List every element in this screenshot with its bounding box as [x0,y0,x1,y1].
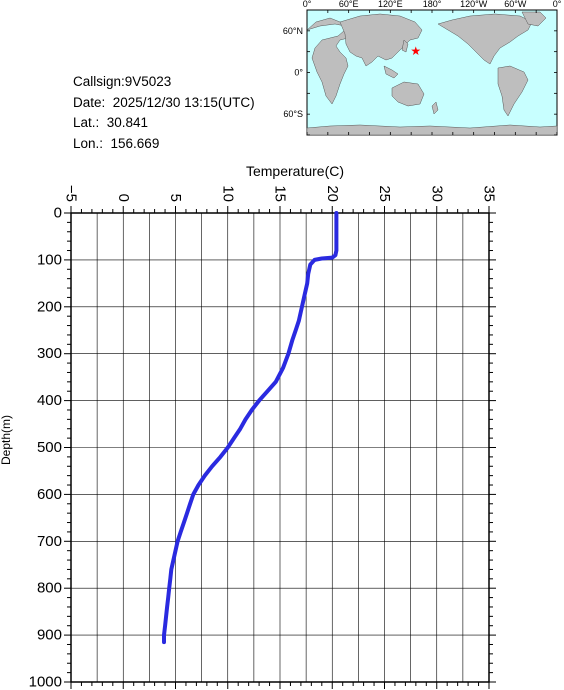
y-tick-label: 0 [54,205,62,222]
land-greenland [521,11,547,27]
map-lat-label: 60°S [283,109,303,119]
longitude-text: Lon.: 156.669 [73,135,160,151]
chart-grid [71,213,489,682]
map-lon-label: 120°E [378,0,403,9]
x-tick-label: 35 [481,185,498,202]
land-north-america [437,13,533,65]
x-tick-label: 15 [272,185,289,202]
map-lon-label: 180° [423,0,442,9]
y-tick-label: 800 [37,580,62,597]
x-tick-label: −5 [63,185,80,202]
x-tick-label: 0 [115,194,132,202]
x-tick-label: 5 [167,194,184,202]
world-map: 0° 60°E 120°E 180° 120°W 60°W 0° 60°N 0° 60°S ★ [283,0,562,136]
y-tick-label: 200 [37,298,62,315]
map-land [306,11,558,136]
land-new-zealand [431,101,439,115]
land-south-america [497,65,529,117]
y-axis-ticks: 0 100 200 300 400 500 600 700 800 900 1000 [29,205,62,690]
map-lon-label: 60°E [339,0,359,9]
land-japan [401,39,409,53]
station-info: Callsign:9V5023 Date: 2025/12/30 13:15(U… [73,72,255,154]
y-tick-label: 300 [37,345,62,362]
y-tick-label: 600 [37,486,62,503]
x-tick-label: 20 [324,185,341,202]
y-axis-label: Depth(m) [0,415,13,465]
x-axis-ticks: −5 0 5 10 15 20 25 30 35 [63,185,498,202]
x-tick-label: 10 [219,185,236,202]
plot-frame [70,212,490,683]
latitude-text: Lat.: 30.841 [73,115,149,130]
land-se-asia [383,65,399,79]
y-tick-label: 900 [37,627,62,644]
map-lat-label: 0° [294,68,303,78]
map-lat-label: 60°N [283,26,303,36]
y-tick-label: 1000 [29,674,62,690]
y-tick-label: 700 [37,533,62,550]
y-tick-label: 400 [37,392,62,409]
x-axis-label: Temperature(C) [246,163,344,179]
map-lon-label: 0° [303,0,312,9]
map-lon-label: 0° [553,0,562,9]
station-marker: ★ [410,44,421,58]
map-lon-label: 120°W [460,0,488,9]
map-lon-label: 60°W [504,0,527,9]
map-ticks [306,9,558,136]
date-text: Date: 2025/12/30 13:15(UTC) [73,94,255,110]
x-tick-label: 30 [428,185,445,202]
map-longitude-labels: 0° 60°E 120°E 180° 120°W 60°W 0° [303,0,562,9]
map-latitude-labels: 60°N 0° 60°S [283,26,304,119]
x-tick-label: 25 [376,185,393,202]
y-tick-label: 100 [37,251,62,268]
temperature-profile-line [162,211,339,645]
callsign-text: Callsign:9V5023 [73,74,172,89]
land-asia [339,13,423,67]
y-tick-label: 500 [37,439,62,456]
land-australia [391,81,425,107]
